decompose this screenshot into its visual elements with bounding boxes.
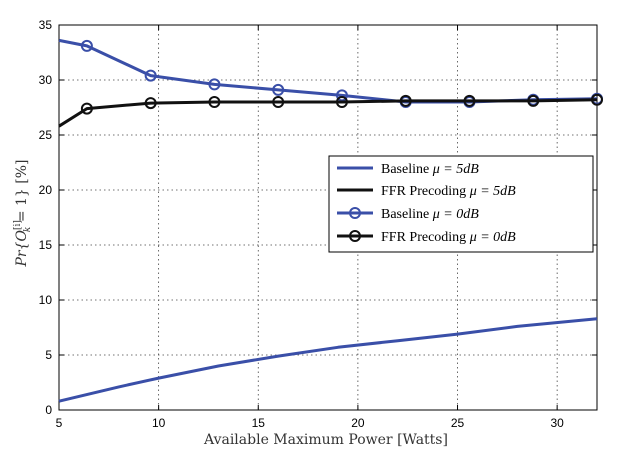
series-layer [58, 38, 603, 403]
x-tick-label: 15 [252, 416, 266, 430]
data-point [80, 39, 93, 52]
x-tick-label: 5 [56, 416, 63, 430]
series-line [58, 98, 598, 128]
data-point [399, 94, 412, 107]
legend-entry-baseline-0db: Baseline μ = 0dB [337, 207, 479, 222]
y-axis-title-prefix: Pr{ [14, 241, 30, 267]
y-tick-label: 5 [45, 348, 52, 362]
series-0 [58, 317, 598, 403]
y-axis-title-suffix: = 1} [%] [14, 159, 30, 226]
y-axis-title-symbol: O [14, 229, 30, 241]
data-point [208, 96, 221, 108]
y-axis-title-subscript: k [23, 227, 33, 232]
data-point [144, 97, 157, 110]
y-tick-label: 35 [39, 18, 53, 32]
svg-text:Baseline μ = 5dB: Baseline μ = 5dB [381, 162, 479, 177]
legend-entry-baseline-5db: Baseline μ = 5dB [337, 162, 479, 177]
x-axis-title: Available Maximum Power [Watts] [203, 432, 448, 448]
data-point [272, 96, 285, 108]
data-point [591, 93, 603, 106]
y-axis-title: Pr{O[i]k = 1} [%] [13, 159, 33, 267]
x-tick-label: 25 [451, 416, 465, 430]
data-point [463, 94, 476, 107]
svg-text:Pr{O[i]k = 1} [%]: Pr{O[i]k = 1} [%] [13, 159, 33, 267]
data-point [144, 69, 157, 82]
x-tick-label: 20 [351, 416, 365, 430]
data-point [208, 78, 221, 91]
y-tick-label: 30 [39, 73, 53, 87]
svg-text:FFR Precoding μ = 0dB: FFR Precoding μ = 0dB [381, 230, 516, 245]
data-point [527, 94, 540, 107]
y-tick-label: 0 [45, 403, 52, 417]
plot-frame [58, 24, 598, 411]
y-tick-label: 20 [39, 183, 53, 197]
data-point [335, 96, 348, 108]
y-axis-title-superscript: [i] [13, 220, 23, 230]
y-tick-label: 25 [39, 128, 53, 142]
x-tick-label: 10 [152, 416, 166, 430]
axes-layer [58, 24, 598, 411]
data-point [272, 83, 285, 96]
x-tick-label: 30 [550, 416, 564, 430]
legend-entry-ffr-0db: FFR Precoding μ = 0dB [337, 230, 516, 245]
y-tick-label: 10 [39, 293, 53, 307]
svg-text:Baseline μ = 0dB: Baseline μ = 0dB [381, 207, 479, 222]
svg-text:FFR Precoding μ = 5dB: FFR Precoding μ = 5dB [381, 184, 516, 199]
data-point [335, 89, 348, 102]
series-line [58, 317, 598, 403]
series-3 [58, 93, 603, 128]
y-tick-label: 15 [39, 238, 53, 252]
data-point [80, 102, 93, 115]
legend: Baseline μ = 5dB FFR Precoding μ = 5dB B… [328, 155, 594, 253]
legend-entry-ffr-5db: FFR Precoding μ = 5dB [337, 184, 516, 199]
